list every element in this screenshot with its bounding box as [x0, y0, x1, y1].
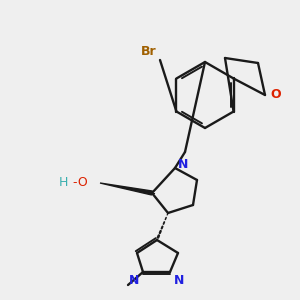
Text: -O: -O [69, 176, 88, 190]
Text: N: N [174, 274, 184, 287]
Text: Br: Br [141, 45, 157, 58]
Text: O: O [270, 88, 280, 101]
Polygon shape [100, 183, 152, 195]
Text: H: H [58, 176, 68, 190]
Text: N: N [178, 158, 188, 170]
Text: N: N [129, 274, 139, 287]
